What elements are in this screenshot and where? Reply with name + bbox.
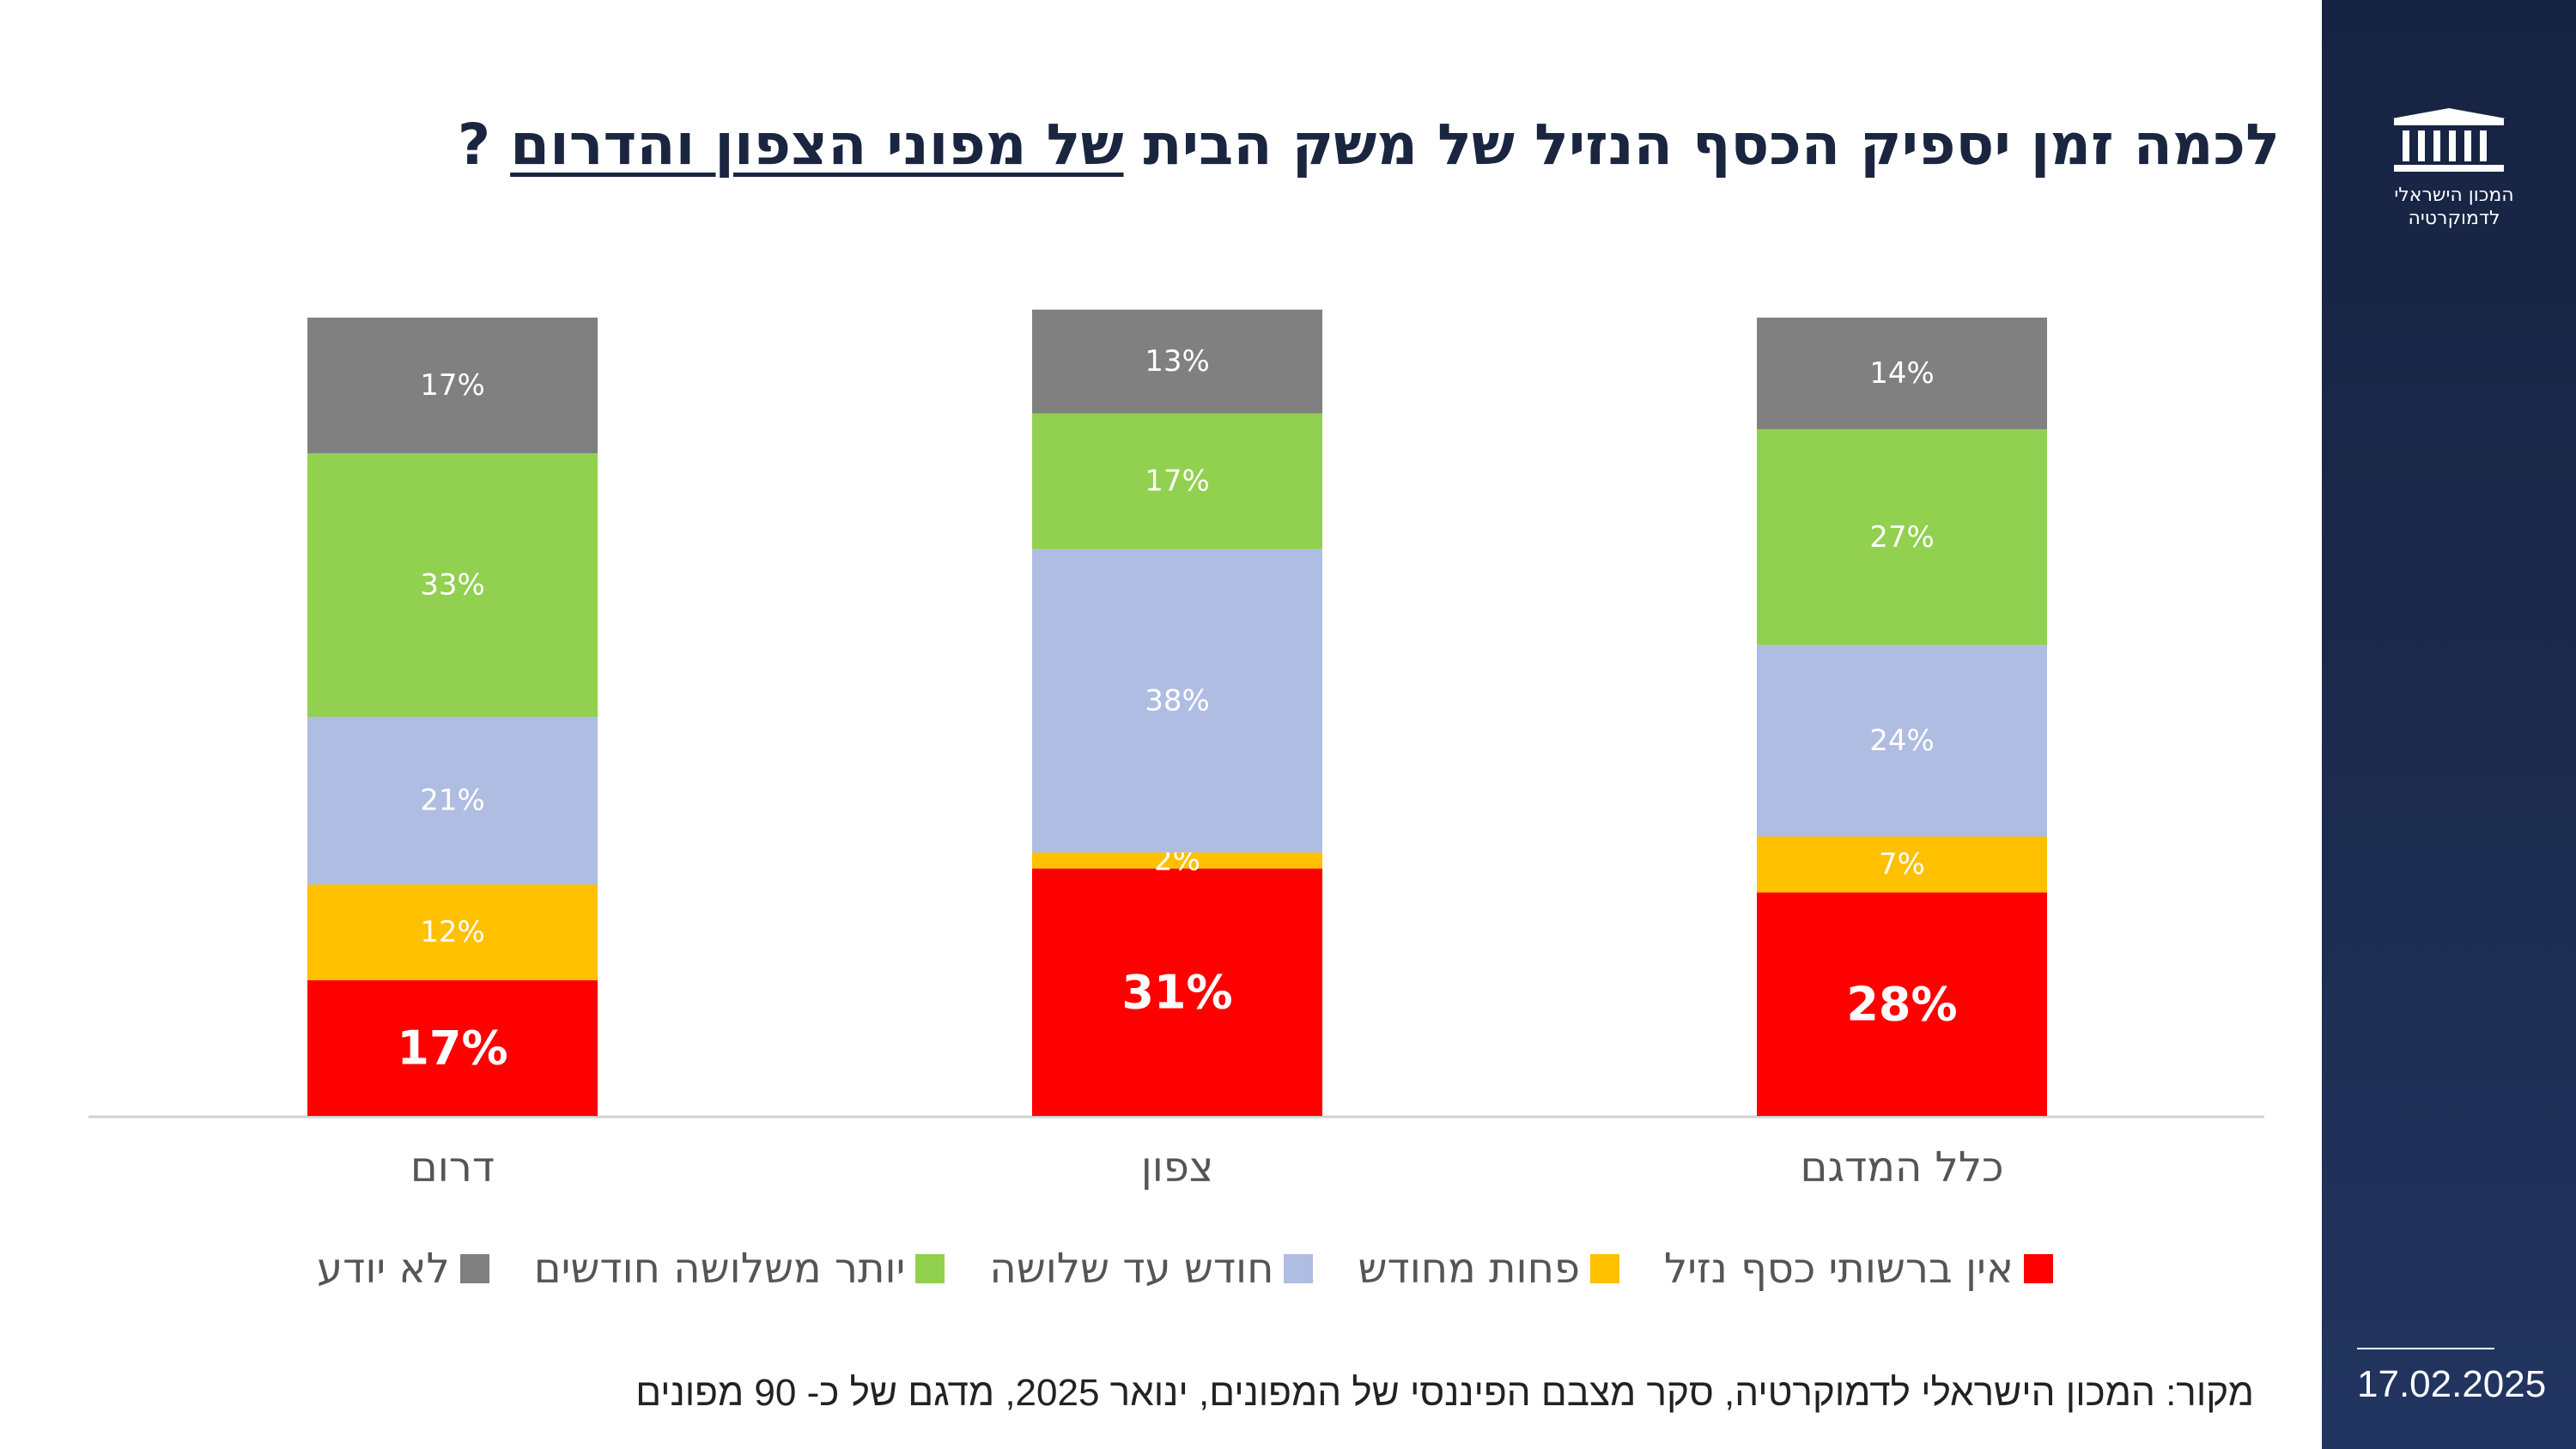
chart-legend: אין ברשותי כסף נזיל פחות מחודש חודש עד שלו… — [206, 1243, 2164, 1294]
bar-segment — [1032, 309, 1322, 414]
legend-swatch — [1589, 1254, 1619, 1283]
legend-label: חודש עד שלושה — [989, 1245, 1274, 1293]
data-label: 7% — [1879, 847, 1925, 882]
legend-item: פחות מחודש — [1358, 1245, 1619, 1293]
bar-segment — [1757, 836, 2047, 893]
bar-segment — [1032, 549, 1322, 853]
data-label: 27% — [1869, 520, 1935, 555]
legend-item: אין ברשותי כסף נזיל — [1664, 1245, 2053, 1293]
legend-swatch — [1284, 1254, 1314, 1283]
bar-segment — [307, 717, 598, 885]
legend-item: חודש עד שלושה — [989, 1245, 1314, 1293]
bar-segment — [1757, 318, 2047, 430]
legend-swatch — [459, 1254, 489, 1283]
title-underlined: של מפוני הצפון והדרום — [510, 112, 1124, 178]
legend-label: אין ברשותי כסף נזיל — [1663, 1245, 2014, 1293]
sidebar-panel — [2322, 0, 2576, 1449]
bar-segment — [307, 453, 598, 717]
data-label: 38% — [1145, 683, 1210, 718]
legend-item: יותר משלושה חודשים — [534, 1245, 945, 1293]
data-label: 12% — [420, 915, 485, 949]
legend-label: יותר משלושה חודשים — [533, 1245, 906, 1293]
data-label: 17% — [1145, 464, 1210, 499]
data-label: 28% — [1846, 977, 1957, 1031]
category-label: כלל המדגם — [1801, 1143, 2004, 1191]
bar-segment — [1757, 429, 2047, 646]
legend-swatch — [915, 1254, 945, 1283]
data-label: 33% — [420, 568, 485, 603]
bar-segment — [1757, 645, 2047, 837]
date-label: 17.02.2025 — [2357, 1363, 2547, 1405]
bar-segment — [1032, 852, 1322, 869]
legend-item: לא יודע — [317, 1245, 489, 1293]
legend-swatch — [2023, 1254, 2053, 1283]
data-label: 31% — [1121, 965, 1232, 1019]
bar-segment — [307, 318, 598, 454]
title-question-mark: ? — [457, 112, 491, 178]
data-label: 21% — [420, 784, 485, 818]
page-title: לכמה זמן יספיק הכסף הנזיל של משק הבית של… — [458, 112, 2280, 178]
data-label: 24% — [1869, 724, 1935, 758]
bar-segment — [307, 979, 598, 1116]
title-main: לכמה זמן יספיק הכסף הנזיל של משק הבית — [1143, 112, 2280, 178]
bar-segment — [1032, 413, 1322, 549]
category-label: דרום — [410, 1143, 495, 1191]
logo-line-1: המכון הישראלי — [2394, 185, 2514, 206]
legend-label: פחות מחודש — [1358, 1245, 1580, 1293]
data-label: 14% — [1869, 356, 1935, 391]
parliament-building-icon — [2392, 108, 2506, 172]
data-label: 17% — [420, 368, 485, 403]
bar-segment — [1757, 892, 2047, 1116]
legend-label: לא יודע — [317, 1245, 450, 1293]
stacked-bar-chart: 17%12%21%33%17%דרום31%2%38%17%13%צפון28%… — [88, 309, 2264, 1191]
data-label: 17% — [397, 1021, 507, 1075]
category-label: צפון — [1141, 1143, 1214, 1191]
data-label: 13% — [1145, 344, 1210, 379]
logo-line-2: לדמוקרטיה — [2408, 208, 2500, 229]
logo-text: המכון הישראלי לדמוקרטיה — [2353, 184, 2555, 230]
source-note: מקור: המכון הישראלי לדמוקרטיה, סקר מצבם … — [635, 1372, 2254, 1414]
bar-segment — [307, 884, 598, 980]
bar-segment — [1032, 868, 1322, 1116]
date-divider — [2357, 1348, 2494, 1349]
